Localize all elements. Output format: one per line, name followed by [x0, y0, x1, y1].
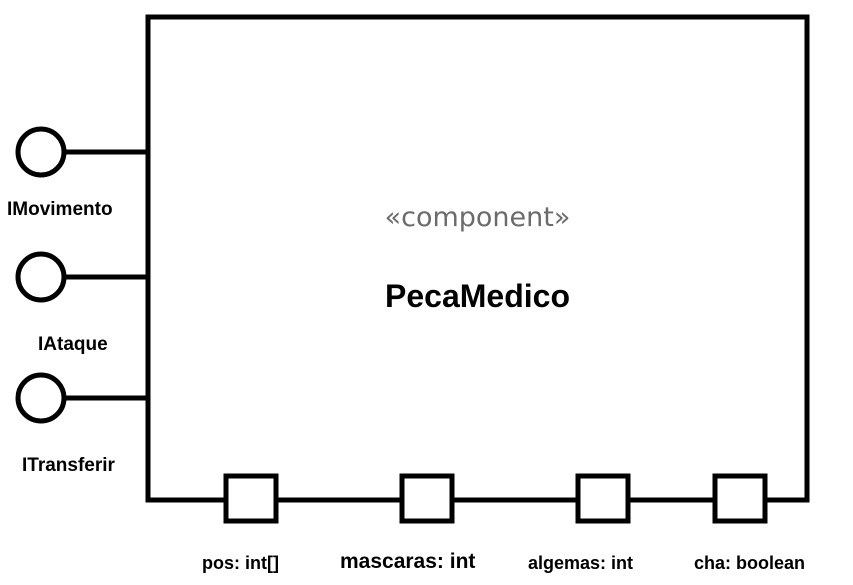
interface-iataque [15, 251, 148, 303]
lollipop-interface-icon [15, 372, 67, 424]
port-label-mascaras: mascaras: int [340, 550, 476, 573]
interface-itransferir [15, 372, 148, 424]
interface-label-imovimento: IMovimento [7, 199, 113, 220]
component-stereotype: «component» [384, 202, 571, 233]
port-label-pos: pos: int[] [202, 553, 279, 573]
lollipop-interface-icon [15, 126, 67, 178]
port-icon [712, 473, 768, 524]
port-icon [223, 473, 279, 524]
interface-imovimento [15, 126, 148, 178]
component-box [145, 14, 810, 503]
port-label-algemas: algemas: int [528, 553, 634, 573]
lollipop-interface-icon [15, 251, 67, 303]
port-label-cha: cha: boolean [694, 553, 806, 573]
interface-label-itransferir: ITransferir [22, 455, 115, 476]
port-icon [575, 473, 631, 524]
component-name: PecaMedico [385, 278, 570, 314]
port-icon [399, 473, 455, 524]
interface-label-iataque: IAtaque [38, 334, 108, 355]
